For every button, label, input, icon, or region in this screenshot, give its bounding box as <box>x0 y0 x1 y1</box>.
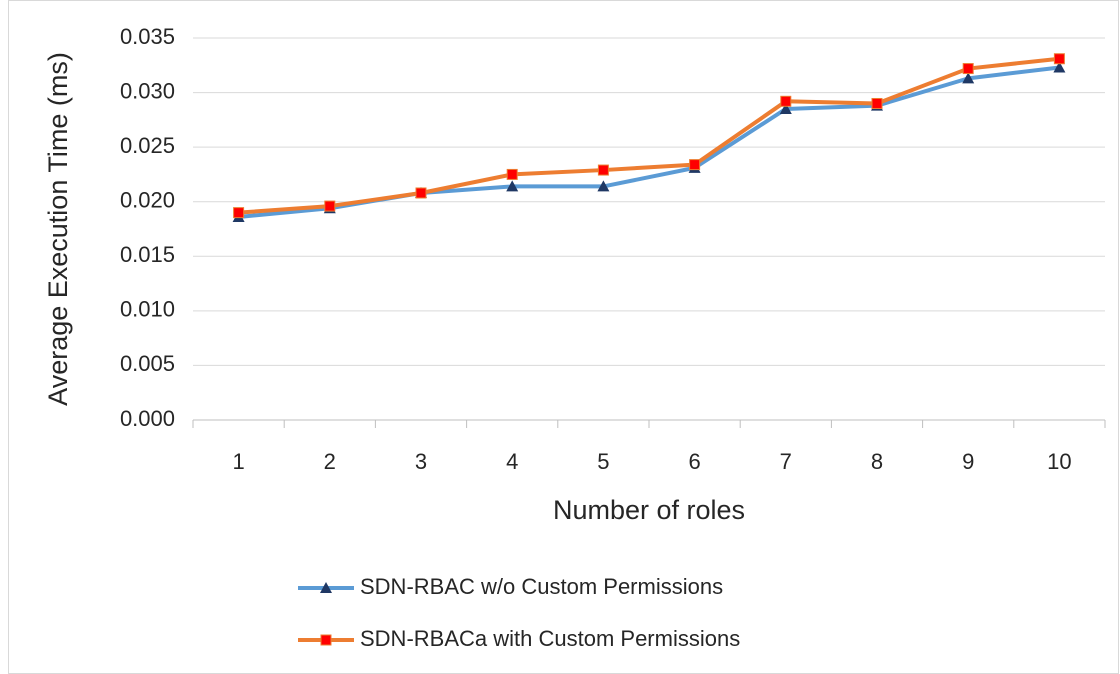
marker <box>415 187 427 199</box>
marker <box>689 159 701 171</box>
marker <box>962 72 975 84</box>
marker <box>597 164 609 176</box>
marker <box>1053 61 1066 73</box>
x-axis-title: Number of roles <box>553 495 745 525</box>
x-tick-label: 5 <box>597 449 609 474</box>
marker <box>962 63 974 75</box>
x-tick-label: 7 <box>780 449 792 474</box>
marker <box>780 95 792 107</box>
x-tick-label: 4 <box>506 449 518 474</box>
y-axis-title: Average Execution Time (ms) <box>43 52 73 406</box>
marker <box>506 168 518 180</box>
x-tick-label: 10 <box>1047 449 1071 474</box>
y-tick-label: 0.010 <box>120 297 175 322</box>
marker <box>233 207 245 219</box>
y-tick-label: 0.000 <box>120 406 175 431</box>
x-tick-label: 2 <box>324 449 336 474</box>
y-tick-label: 0.030 <box>120 78 175 103</box>
y-tick-label: 0.020 <box>120 188 175 213</box>
x-tick-label: 3 <box>415 449 427 474</box>
series-line <box>238 56 1060 215</box>
chart-border <box>8 0 1119 674</box>
marker <box>871 97 883 109</box>
legend-label: SDN-RBACa with Custom Permissions <box>360 626 740 651</box>
x-tick-label: 8 <box>871 449 883 474</box>
x-tick-label: 1 <box>232 449 244 474</box>
x-tick-label: 9 <box>962 449 974 474</box>
marker <box>1053 53 1065 65</box>
y-tick-label: 0.035 <box>120 24 175 49</box>
series-line <box>238 65 1060 219</box>
marker <box>324 200 336 212</box>
y-tick-label: 0.025 <box>120 133 175 158</box>
legend-marker <box>320 634 332 646</box>
x-tick-label: 6 <box>688 449 700 474</box>
marker <box>597 180 610 192</box>
y-tick-label: 0.005 <box>120 351 175 376</box>
legend-label: SDN-RBAC w/o Custom Permissions <box>360 574 723 599</box>
marker <box>779 102 792 114</box>
y-tick-label: 0.015 <box>120 242 175 267</box>
marker <box>506 180 519 192</box>
legend-marker <box>320 582 332 593</box>
